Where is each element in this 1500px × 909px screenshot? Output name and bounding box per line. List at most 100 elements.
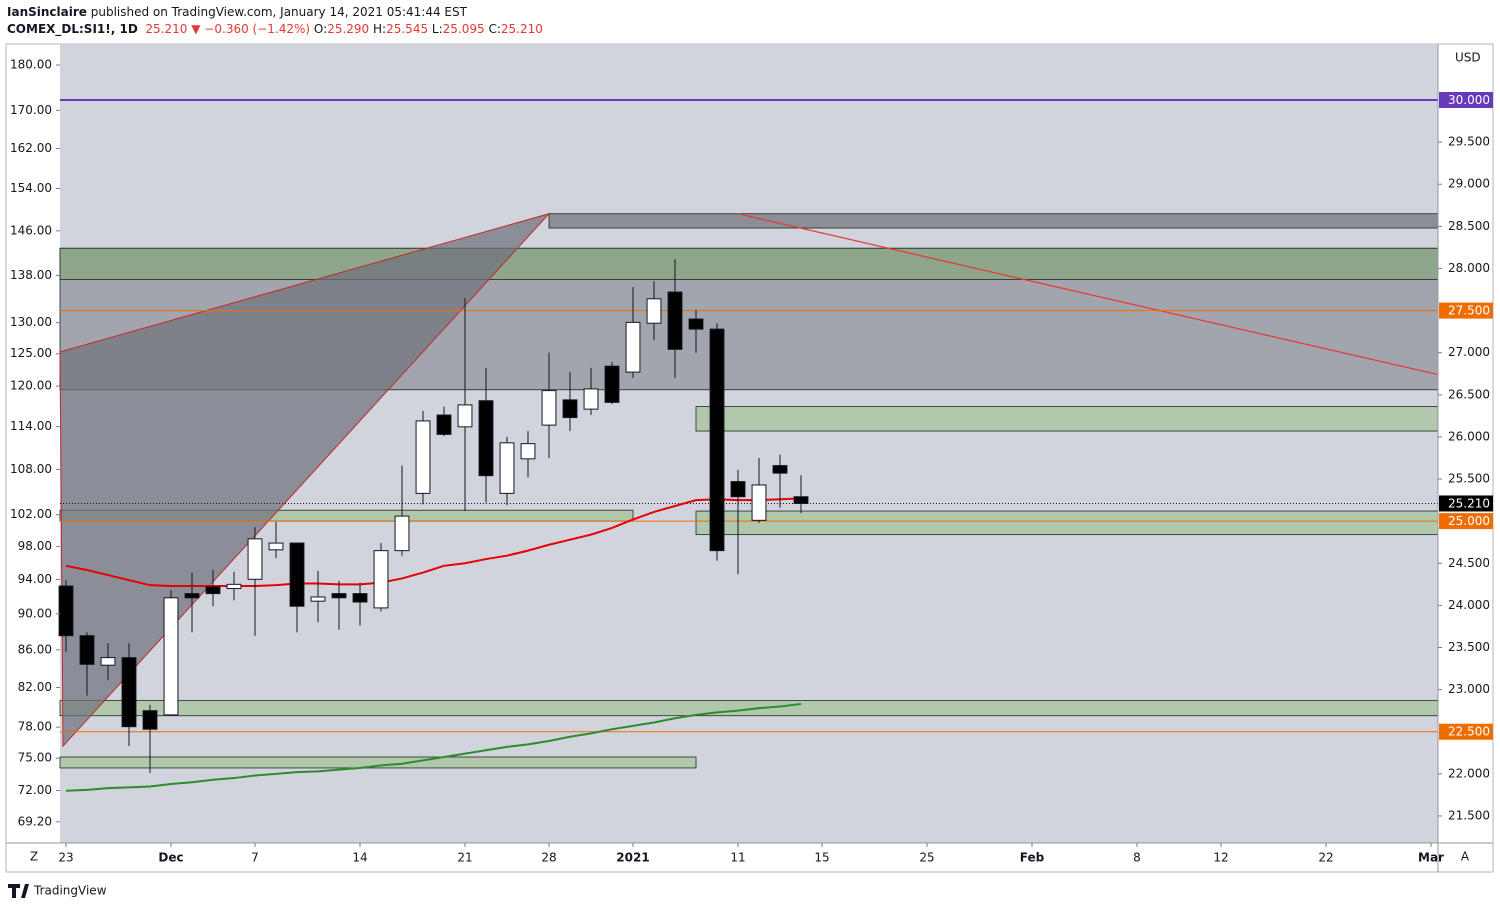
candle-body [772, 465, 788, 474]
candle-body [478, 400, 494, 477]
published: published on TradingView.com, January 14… [90, 5, 467, 19]
ohlc-key: C: [488, 22, 501, 36]
y-tick-label: 23.000 [1448, 682, 1490, 696]
level-badge-label: 25.000 [1448, 514, 1490, 528]
y2-tick-label: 82.00 [18, 680, 52, 694]
ohlc-value: 25.290 [327, 22, 370, 36]
x-tick-label: 11 [730, 851, 745, 865]
x-tick-label: 25 [919, 851, 934, 865]
candle-body [205, 586, 221, 595]
level-badge-label: 27.500 [1448, 304, 1490, 318]
level-badge [1439, 92, 1493, 109]
ohlc-value: 25.210 [500, 22, 543, 36]
moving-average [65, 497, 802, 588]
axes: 21.500 22.000 23.000 23.500 24.000 24.500 25.5… [10, 58, 1493, 865]
author: IanSinclaire [7, 5, 87, 19]
candle-body [646, 298, 662, 324]
currency-label: USD [1455, 51, 1481, 65]
zone [59, 756, 697, 769]
y2-tick-label: 75.00 [18, 751, 52, 765]
candle-body [625, 321, 641, 373]
y2-tick-label: 162.00 [10, 141, 52, 155]
candle-body [457, 404, 473, 428]
x-tick-label: 28 [541, 851, 556, 865]
x-tick-label: Feb [1020, 851, 1045, 865]
x-tick-label: 7 [251, 851, 259, 865]
y2-tick-label: 98.00 [18, 539, 52, 553]
ohlc-key: L: [431, 22, 443, 36]
candle-body [520, 443, 536, 460]
candle-body [583, 388, 599, 410]
candle-body [289, 542, 305, 607]
y2-tick-label: 78.00 [18, 720, 52, 734]
candle-body [793, 496, 809, 504]
moving-average [65, 702, 802, 792]
y-tick-label: 29.000 [1448, 177, 1490, 191]
y2-tick-label: 102.00 [10, 507, 52, 521]
arrow: ▼ [191, 22, 201, 36]
x-tick-label: 15 [814, 851, 829, 865]
candle-body [331, 593, 347, 599]
y2-tick-label: 154.00 [10, 181, 52, 195]
y-tick-label: 29.500 [1448, 135, 1490, 149]
candle-body [58, 585, 74, 637]
y-tick-label: 23.500 [1448, 640, 1490, 654]
y-tick-label: 28.500 [1448, 219, 1490, 233]
candle-body [352, 593, 368, 603]
y-tick-label: 26.000 [1448, 429, 1490, 443]
y-tick-label: 27.000 [1448, 345, 1490, 359]
x-tick-label: 14 [352, 851, 367, 865]
x-tick-label: 21 [457, 851, 472, 865]
candle-body [184, 593, 200, 599]
header-line: COMEX_DL:SI1!, 1D 25.210 ▼ −0.360 (−1.42… [7, 21, 543, 38]
brand-name: TradingView [33, 884, 107, 898]
level-badge [1439, 723, 1493, 740]
x-tick-label: 12 [1213, 851, 1228, 865]
y-tick-label: 22.000 [1448, 766, 1490, 780]
x-tick-label: 8 [1133, 851, 1141, 865]
y-tick-label: 21.500 [1448, 808, 1490, 822]
candle-body [100, 657, 116, 666]
y2-tick-label: 120.00 [10, 379, 52, 393]
candle-body [499, 442, 515, 494]
candle-body [373, 550, 389, 609]
zone [59, 700, 1439, 717]
corner-button[interactable]: Z [30, 850, 38, 864]
y-tick-label: 28.000 [1448, 261, 1490, 275]
candle-body [226, 583, 242, 590]
y2-tick-label: 130.00 [10, 315, 52, 329]
y-tick-label: 26.500 [1448, 387, 1490, 401]
x-tick-label: 22 [1318, 851, 1333, 865]
header-line: IanSinclaire published on TradingView.co… [7, 4, 543, 21]
candle-body [541, 390, 557, 426]
y2-tick-label: 72.00 [18, 783, 52, 797]
ohlc-key: H: [373, 22, 387, 36]
y2-tick-label: 90.00 [18, 606, 52, 620]
y2-tick-label: 146.00 [10, 223, 52, 237]
candle-body [268, 542, 284, 551]
ohlc-value: 25.545 [386, 22, 429, 36]
candle-body [394, 515, 410, 552]
y2-tick-label: 170.00 [10, 103, 52, 117]
candle-body [562, 399, 578, 419]
candle-body [142, 710, 158, 730]
brand-icon [8, 884, 29, 898]
candle-body [688, 318, 704, 330]
y2-tick-label: 86.00 [18, 642, 52, 656]
corner-button[interactable]: A [1461, 850, 1470, 864]
zone [548, 213, 1439, 229]
brand-logo: TradingView [8, 884, 107, 898]
zone [59, 247, 1439, 280]
y-tick-label: 25.500 [1448, 472, 1490, 486]
zone [695, 406, 1439, 432]
candle-body [310, 596, 326, 602]
y2-tick-label: 125.00 [10, 346, 52, 360]
last-price-badge [1439, 495, 1493, 512]
candle-body [247, 538, 263, 580]
level-badge [1439, 302, 1493, 319]
triangle [59, 212, 551, 748]
y2-tick-label: 108.00 [10, 462, 52, 476]
candle-body [79, 635, 95, 665]
